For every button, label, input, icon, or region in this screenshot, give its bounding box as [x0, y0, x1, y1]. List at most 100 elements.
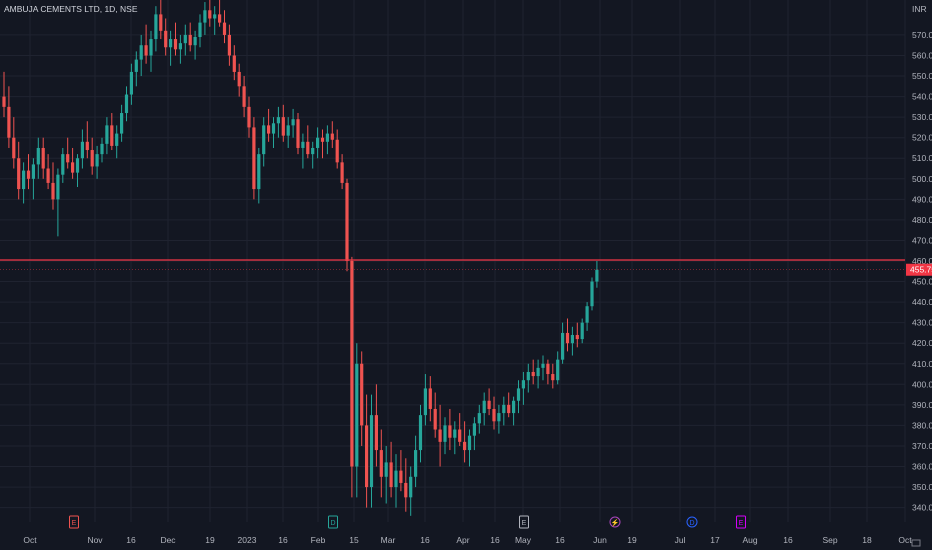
candle-body[interactable]: [80, 141, 84, 159]
candle-body[interactable]: [178, 43, 182, 50]
event-marker[interactable]: E: [69, 515, 79, 529]
candle-body[interactable]: [458, 429, 462, 442]
candle-body[interactable]: [433, 408, 437, 430]
candle-body[interactable]: [556, 359, 560, 381]
candle-body[interactable]: [546, 363, 550, 375]
candle-body[interactable]: [340, 162, 344, 183]
candle-body[interactable]: [188, 34, 192, 46]
candle-body[interactable]: [355, 363, 359, 467]
candle-body[interactable]: [482, 400, 486, 414]
candle-body[interactable]: [154, 14, 158, 40]
candle-body[interactable]: [110, 125, 114, 146]
candle-body[interactable]: [448, 425, 452, 438]
candle-body[interactable]: [203, 10, 207, 23]
candle-body[interactable]: [526, 371, 530, 381]
candle-body[interactable]: [56, 174, 60, 200]
candle-body[interactable]: [218, 14, 222, 23]
candle-body[interactable]: [75, 158, 80, 173]
candle-body[interactable]: [262, 125, 266, 155]
candle-body[interactable]: [139, 45, 143, 60]
candle-body[interactable]: [536, 367, 540, 377]
event-marker[interactable]: D: [328, 515, 338, 529]
candle-body[interactable]: [120, 113, 124, 134]
candle-body[interactable]: [477, 413, 481, 424]
candle-body[interactable]: [22, 170, 26, 190]
candle-body[interactable]: [66, 154, 70, 163]
candle-body[interactable]: [423, 388, 427, 416]
candle-body[interactable]: [115, 133, 119, 146]
candle-body[interactable]: [497, 413, 501, 422]
candle-body[interactable]: [443, 425, 447, 442]
candle-body[interactable]: [418, 415, 423, 451]
candle-body[interactable]: [394, 470, 398, 488]
candle-body[interactable]: [237, 71, 241, 87]
candle-body[interactable]: [325, 133, 329, 142]
candle-body[interactable]: [281, 117, 285, 136]
candle-body[interactable]: [286, 125, 290, 136]
candle-body[interactable]: [164, 30, 168, 48]
event-marker[interactable]: ⚡: [609, 516, 621, 528]
candle-body[interactable]: [551, 374, 555, 381]
candle-body[interactable]: [149, 39, 153, 56]
candle-body[interactable]: [384, 462, 388, 477]
candle-body[interactable]: [389, 462, 393, 488]
candle-body[interactable]: [222, 22, 227, 35]
candle-series[interactable]: [2, 0, 599, 516]
candle-body[interactable]: [365, 425, 369, 488]
candle-body[interactable]: [198, 22, 202, 37]
candle-body[interactable]: [379, 450, 383, 477]
candle-body[interactable]: [227, 34, 231, 56]
candle-body[interactable]: [575, 334, 579, 340]
candle-body[interactable]: [492, 408, 496, 422]
settings-icon[interactable]: [911, 539, 921, 547]
candle-body[interactable]: [144, 45, 148, 56]
candle-body[interactable]: [61, 154, 65, 175]
candle-body[interactable]: [516, 388, 521, 401]
candle-body[interactable]: [414, 450, 418, 477]
event-marker[interactable]: E: [736, 515, 746, 529]
candle-body[interactable]: [247, 106, 251, 128]
candle-body[interactable]: [90, 150, 94, 167]
candle-body[interactable]: [242, 86, 246, 107]
candle-body[interactable]: [276, 117, 280, 124]
candle-body[interactable]: [521, 380, 525, 389]
candle-body[interactable]: [85, 141, 89, 151]
candle-body[interactable]: [316, 137, 320, 148]
candle-body[interactable]: [345, 182, 349, 261]
candle-body[interactable]: [467, 435, 472, 451]
candle-body[interactable]: [232, 55, 236, 72]
candle-body[interactable]: [183, 34, 187, 44]
candle-body[interactable]: [561, 332, 565, 360]
candle-body[interactable]: [271, 123, 276, 134]
candle-body[interactable]: [472, 423, 476, 436]
candle-body[interactable]: [100, 143, 104, 155]
candle-body[interactable]: [252, 127, 256, 190]
candle-body[interactable]: [350, 261, 354, 467]
candle-body[interactable]: [374, 415, 378, 451]
event-markers[interactable]: E D E ⚡ D E: [69, 515, 746, 529]
candle-body[interactable]: [306, 141, 310, 155]
candle-body[interactable]: [31, 164, 35, 179]
candle-body[interactable]: [502, 404, 506, 414]
event-marker[interactable]: E: [519, 515, 529, 529]
candle-body[interactable]: [169, 39, 173, 48]
time-axis[interactable]: Oct Nov 16 Dec 19 2023 16 Feb 15 Mar 16 Apr 16 May 16 J…: [23, 535, 912, 545]
candle-body[interactable]: [580, 322, 584, 340]
candle-body[interactable]: [438, 429, 442, 442]
candle-body[interactable]: [320, 137, 325, 142]
candle-body[interactable]: [463, 441, 467, 451]
candle-body[interactable]: [159, 14, 163, 31]
candle-body[interactable]: [51, 182, 55, 200]
candle-body[interactable]: [26, 170, 31, 179]
candle-body[interactable]: [105, 125, 109, 144]
price-axis[interactable]: 570.00 560.00 550.00 540.00 530.00 520.00 510.…: [906, 30, 932, 513]
candle-body[interactable]: [399, 470, 403, 483]
candle-body[interactable]: [17, 158, 21, 190]
candle-body[interactable]: [267, 125, 271, 134]
candle-body[interactable]: [12, 137, 16, 159]
candle-body[interactable]: [585, 306, 589, 323]
candle-body[interactable]: [296, 119, 300, 148]
candle-body[interactable]: [409, 476, 413, 498]
candle-body[interactable]: [453, 429, 457, 438]
